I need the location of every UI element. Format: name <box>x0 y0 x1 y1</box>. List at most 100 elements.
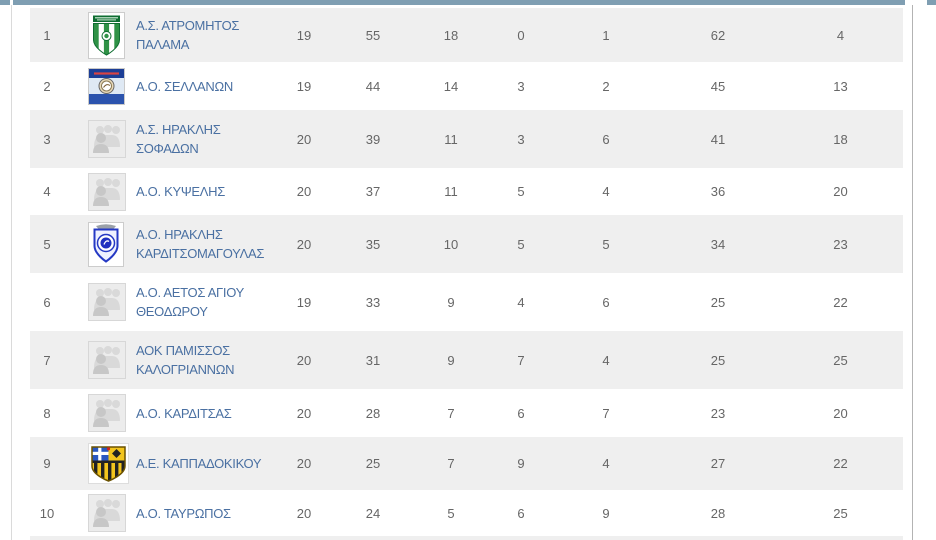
games-played-cell: 20 <box>296 505 312 521</box>
wins-cell: 5 <box>447 505 455 521</box>
team-link[interactable]: Α.Ο. ΚΑΡΔΙΤΣΑΣ <box>136 405 232 421</box>
draws-cell: 6 <box>517 505 525 521</box>
goals-for-cell: 45 <box>710 78 726 94</box>
draws-cell: 5 <box>517 236 525 252</box>
goals-for-cell: 27 <box>710 456 726 471</box>
draws-cell: 3 <box>517 78 525 94</box>
wins-cell: 7 <box>447 456 455 471</box>
goals-for-cell: 23 <box>710 405 726 421</box>
games-played-cell: 19 <box>296 27 312 43</box>
standings-table: 1 Α.Σ. ΑΤΡΟΜΗΤΟΣ ΠΑΛΑΜΑ 19 55 18 0 1 62 … <box>30 8 903 540</box>
games-played-cell: 20 <box>296 131 312 147</box>
team-link[interactable]: Α.Ε. ΚΑΠΠΑΔΟΚΙΚΟΥ <box>136 456 262 471</box>
team-link[interactable]: Α.Ο. ΗΡΑΚΛΗΣ ΚΑΡΔΙΤΣΟΜΑΓΟΥΛΑΣ <box>136 227 265 261</box>
position-cell: 5 <box>43 236 51 252</box>
top-border-bar <box>0 0 10 5</box>
team-placeholder-icon <box>88 283 126 321</box>
team-placeholder-icon <box>88 341 126 379</box>
goals-for-cell: 34 <box>710 236 726 252</box>
table-row: 6 Α.Ο. ΑΕΤΟΣ ΑΓΙΟΥ ΘΕΟΔΩΡΟΥ 19 33 9 4 6 … <box>30 273 903 331</box>
table-row: 1 Α.Σ. ΑΤΡΟΜΗΤΟΣ ΠΑΛΑΜΑ 19 55 18 0 1 62 … <box>30 8 903 62</box>
losses-cell: 6 <box>602 294 610 310</box>
points-cell: 35 <box>365 236 381 252</box>
position-cell: 3 <box>43 131 51 147</box>
logo-cell <box>64 11 130 59</box>
team-placeholder-icon <box>88 494 126 532</box>
losses-cell: 6 <box>602 131 610 147</box>
points-cell: 28 <box>365 405 381 421</box>
goals-for-cell: 62 <box>710 27 726 43</box>
goals-against-cell: 20 <box>833 184 848 199</box>
draws-cell: 0 <box>517 27 525 43</box>
games-played-cell: 20 <box>296 236 312 252</box>
logo-cell <box>64 120 130 158</box>
position-cell: 4 <box>43 184 51 199</box>
table-row: 7 ΑΟΚ ΠΑΜΙΣΣΟΣ ΚΑΛΟΓΡΙΑΝΝΩΝ 20 31 9 7 4 … <box>30 331 903 389</box>
kappadokikou-crest-logo <box>88 443 129 484</box>
partially-visible-row <box>30 536 903 540</box>
losses-cell: 4 <box>602 184 610 199</box>
goals-for-cell: 41 <box>710 131 726 147</box>
losses-cell: 5 <box>602 236 610 252</box>
position-cell: 2 <box>43 78 51 94</box>
goals-against-cell: 25 <box>833 505 848 521</box>
draws-cell: 4 <box>517 294 525 310</box>
position-cell: 10 <box>39 505 55 521</box>
points-cell: 33 <box>365 294 381 310</box>
goals-against-cell: 20 <box>833 405 848 421</box>
goals-against-cell: 4 <box>836 27 845 43</box>
games-played-cell: 20 <box>296 184 312 199</box>
goals-against-cell: 22 <box>833 456 848 471</box>
logo-cell <box>64 283 130 321</box>
top-border-bar <box>927 0 936 5</box>
goals-against-cell: 22 <box>833 294 848 310</box>
wins-cell: 9 <box>447 352 455 368</box>
position-cell: 9 <box>43 456 51 471</box>
points-cell: 25 <box>365 456 381 471</box>
position-cell: 7 <box>43 352 51 368</box>
team-link[interactable]: Α.Ο. ΣΕΛΛΑΝΩΝ <box>136 78 233 94</box>
atromitos-crest-logo <box>88 11 125 59</box>
draws-cell: 9 <box>517 456 525 471</box>
losses-cell: 1 <box>602 27 610 43</box>
table-row: 5 Α.Ο. ΗΡΑΚΛΗΣ ΚΑΡΔΙΤΣΟΜΑΓΟΥΛΑΣ 20 35 10… <box>30 215 903 273</box>
draws-cell: 3 <box>517 131 525 147</box>
points-cell: 39 <box>365 131 381 147</box>
team-link[interactable]: ΑΟΚ ΠΑΜΙΣΣΟΣ ΚΑΛΟΓΡΙΑΝΝΩΝ <box>136 343 235 377</box>
goals-for-cell: 25 <box>710 352 726 368</box>
top-border-bar <box>13 0 905 5</box>
logo-cell <box>64 221 130 267</box>
goals-against-cell: 18 <box>833 131 848 147</box>
games-played-cell: 20 <box>296 405 312 421</box>
wins-cell: 7 <box>447 405 455 421</box>
wins-cell: 11 <box>444 131 458 147</box>
draws-cell: 7 <box>517 352 525 368</box>
points-cell: 55 <box>365 27 381 43</box>
sellanon-crest-logo <box>88 67 125 105</box>
team-link[interactable]: Α.Σ. ΗΡΑΚΛΗΣ ΣΟΦΑΔΩΝ <box>136 122 221 156</box>
losses-cell: 4 <box>602 456 610 471</box>
points-cell: 37 <box>365 184 381 199</box>
position-cell: 8 <box>43 405 51 421</box>
logo-cell <box>64 443 130 484</box>
goals-for-cell: 36 <box>710 184 726 199</box>
team-placeholder-icon <box>88 172 126 211</box>
games-played-cell: 19 <box>296 294 312 310</box>
logo-cell <box>64 341 130 379</box>
logo-cell <box>64 67 130 105</box>
team-link[interactable]: Α.Σ. ΑΤΡΟΜΗΤΟΣ ΠΑΛΑΜΑ <box>136 18 240 52</box>
wins-cell: 9 <box>447 294 455 310</box>
iraklis-crest-logo <box>88 221 124 267</box>
team-link[interactable]: Α.Ο. ΤΑΥΡΩΠΟΣ <box>136 505 231 521</box>
table-row: 3 Α.Σ. ΗΡΑΚΛΗΣ ΣΟΦΑΔΩΝ 20 39 11 3 6 41 1… <box>30 110 903 168</box>
table-row: 8 Α.Ο. ΚΑΡΔΙΤΣΑΣ 20 28 7 6 7 23 20 <box>30 389 903 437</box>
team-placeholder-icon <box>88 394 126 432</box>
team-link[interactable]: Α.Ο. ΑΕΤΟΣ ΑΓΙΟΥ ΘΕΟΔΩΡΟΥ <box>136 285 244 319</box>
position-cell: 1 <box>43 27 51 43</box>
points-cell: 44 <box>365 78 381 94</box>
draws-cell: 5 <box>517 184 525 199</box>
games-played-cell: 19 <box>296 78 312 94</box>
right-divider-line <box>912 5 913 540</box>
team-link[interactable]: Α.Ο. ΚΥΨΕΛΗΣ <box>136 184 225 199</box>
wins-cell: 11 <box>444 184 458 199</box>
